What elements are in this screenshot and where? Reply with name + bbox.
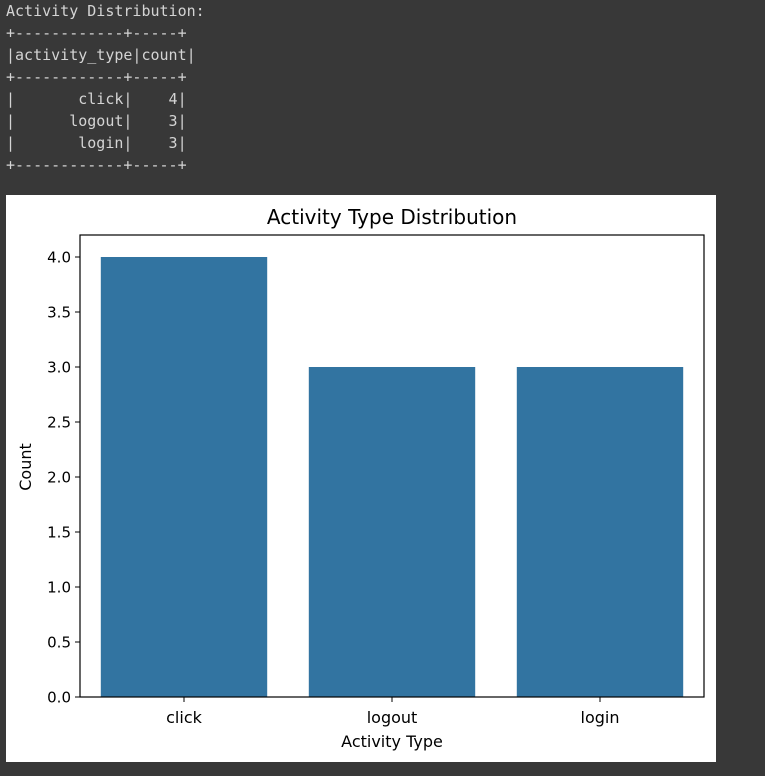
chart-title: Activity Type Distribution [267, 205, 517, 229]
y-tick-label: 0.0 [47, 689, 71, 707]
y-tick-label: 1.0 [47, 579, 71, 597]
console-line: | logout| 3| [6, 112, 187, 130]
x-tick-label: click [166, 708, 202, 727]
console-line: +------------+-----+ [6, 68, 187, 86]
x-axis-label: Activity Type [341, 732, 443, 751]
plot-frame [79, 234, 705, 698]
y-tick-label: 2.5 [47, 414, 71, 432]
console-line: +------------+-----+ [6, 156, 187, 174]
console-output: Activity Distribution: +------------+---… [6, 0, 205, 176]
bar-login [516, 367, 684, 697]
bar-chart: Activity Type Distribution Activity Type… [16, 205, 705, 751]
y-tick-label: 2.0 [47, 469, 71, 487]
y-tick-label: 3.5 [47, 304, 71, 322]
y-tick-label: 3.0 [47, 359, 71, 377]
bar-click [100, 257, 268, 697]
chart-figure: Activity Type Distribution Activity Type… [6, 195, 716, 762]
console-line: | login| 3| [6, 134, 187, 152]
console-line: |activity_type|count| [6, 46, 196, 64]
console-line: | click| 4| [6, 90, 187, 108]
bar-logout [308, 367, 476, 697]
console-line: +------------+-----+ [6, 24, 187, 42]
console-line: Activity Distribution: [6, 2, 205, 20]
y-axis-label: Count [16, 443, 35, 491]
x-tick-label: logout [367, 708, 418, 727]
x-tick-label: login [581, 708, 620, 727]
y-tick-label: 4.0 [47, 249, 71, 267]
y-tick-label: 1.5 [47, 524, 71, 542]
y-tick-label: 0.5 [47, 634, 71, 652]
